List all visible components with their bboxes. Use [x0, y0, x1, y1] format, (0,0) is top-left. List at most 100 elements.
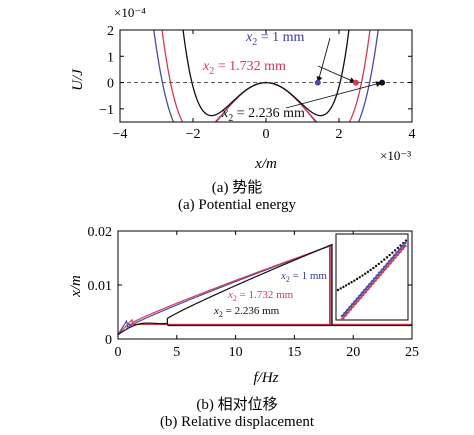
inset-point — [399, 247, 402, 250]
x-tick-label-b: 5 — [173, 345, 180, 360]
inset-point — [386, 264, 390, 268]
panel-b-relative-displacement: 0 5 10 15 20 25 0.02 0.01 0 x/m f/Hz x2 = 1 mm x… — [68, 225, 419, 386]
x-axis-label-b: f/Hz — [253, 370, 278, 386]
inset-point — [352, 305, 355, 308]
inset-point — [355, 277, 359, 281]
inset-point — [372, 266, 375, 270]
x-tick-label-b: 25 — [405, 345, 419, 360]
inset-point — [342, 316, 345, 320]
inset-point — [344, 284, 348, 287]
inset-point — [404, 244, 407, 248]
inset-point — [385, 256, 389, 259]
equilibrium-point-1 — [314, 79, 321, 86]
inset-point — [379, 273, 382, 276]
inset-point — [381, 270, 385, 274]
x-axis-label-a: x/m — [254, 156, 277, 172]
inset-point — [359, 296, 363, 300]
x-tick-label-b: 15 — [287, 345, 301, 360]
inset-point — [352, 302, 355, 305]
inset-point — [391, 259, 395, 262]
inset-point — [404, 239, 408, 242]
inset-point — [396, 253, 400, 256]
x-tick-label-a: 0 — [263, 127, 270, 142]
pointer-line-2 — [317, 65, 356, 83]
pointer-line-1 — [317, 37, 331, 83]
y-tick-label-a: −1 — [99, 103, 114, 118]
inset-point — [353, 279, 356, 282]
inset-point — [391, 256, 395, 259]
inset-point — [374, 264, 378, 268]
y-multiplier-a: ×10⁻⁴ — [114, 5, 146, 20]
y-tick-label-a: 0 — [107, 77, 114, 92]
inset-point — [357, 299, 360, 302]
inset-point — [374, 276, 377, 279]
inset-point — [389, 262, 392, 265]
inset-point — [362, 290, 365, 294]
inset-point — [386, 261, 390, 265]
inset-point — [374, 279, 377, 282]
inset-point — [377, 276, 380, 279]
panel-a-potential-energy: −4 −2 0 2 4 2 1 0 −1 ×10⁻⁴ ×10⁻³ U/J x/m x2 = 1 … — [70, 5, 416, 172]
inset-point — [358, 276, 361, 279]
inset-point — [369, 285, 372, 288]
x-tick-label-b: 0 — [115, 345, 122, 360]
y-tick-label-b: 0.02 — [88, 225, 113, 240]
inset-point — [384, 264, 387, 268]
inset-point — [362, 293, 365, 297]
inset-point — [388, 253, 391, 257]
x-multiplier-a: ×10⁻³ — [380, 148, 411, 163]
inset-point — [396, 246, 400, 250]
inset-point — [367, 285, 370, 288]
caption-a-cn: (a) 势能 — [211, 180, 263, 196]
inset-point — [381, 267, 385, 271]
x-tick-label-a: −2 — [186, 127, 201, 142]
equilibrium-point-2 — [352, 79, 359, 86]
annotation-x2-2236mm-b: x2 = 2.236 mm — [213, 305, 280, 319]
inset-point — [372, 279, 375, 282]
y-axis-label-a: U/J — [70, 68, 86, 91]
inset-point — [369, 282, 372, 285]
inset-point — [383, 258, 386, 261]
inset-point — [389, 259, 392, 262]
response-upper-branch-2 — [131, 244, 332, 325]
inset-point — [391, 251, 394, 254]
response-lower-branch-2 — [118, 318, 412, 336]
inset-point — [372, 282, 375, 285]
y-tick-label-b: 0 — [105, 333, 112, 348]
inset-point — [347, 308, 350, 311]
potential-curve-series-3 — [182, 30, 350, 117]
x-tick-label-a: 2 — [336, 127, 343, 142]
caption-b-cn: (b) 相对位移 — [196, 397, 278, 413]
inset-point — [366, 270, 370, 274]
annotation-x2-1mm-b: x2 = 1 mm — [280, 270, 327, 284]
inset-point — [394, 256, 397, 259]
inset-point — [350, 281, 353, 284]
annotation-x2-2236mm-a: x2 = 2.236 mm — [221, 106, 305, 124]
inset-point — [354, 302, 358, 305]
inset-point — [369, 268, 372, 272]
inset-point — [347, 311, 350, 314]
inset-point — [364, 290, 368, 294]
inset-point — [380, 260, 383, 263]
inset-point — [349, 308, 353, 311]
y-tick-label-b: 0.01 — [88, 279, 113, 294]
inset-point — [359, 293, 363, 297]
inset-point — [364, 272, 367, 275]
inset-point — [354, 299, 358, 302]
inset-point — [401, 244, 405, 248]
inset-point — [347, 282, 351, 286]
inset-point — [377, 273, 380, 276]
inset-point — [404, 241, 407, 245]
y-axis-label-b: x/m — [68, 275, 84, 298]
x-tick-label-a: 4 — [409, 127, 416, 142]
caption-b-en: (b) Relative displacement — [159, 414, 315, 430]
pointer-line-3 — [285, 82, 383, 109]
inset-point — [377, 262, 380, 266]
inset-point — [401, 247, 405, 251]
inset-point — [361, 274, 364, 277]
equilibrium-point-3 — [379, 79, 386, 86]
annotation-x2-1732mm-b: x2 = 1.732 mm — [227, 289, 294, 303]
inset-point — [342, 313, 345, 317]
y-tick-label-a: 2 — [107, 24, 114, 39]
